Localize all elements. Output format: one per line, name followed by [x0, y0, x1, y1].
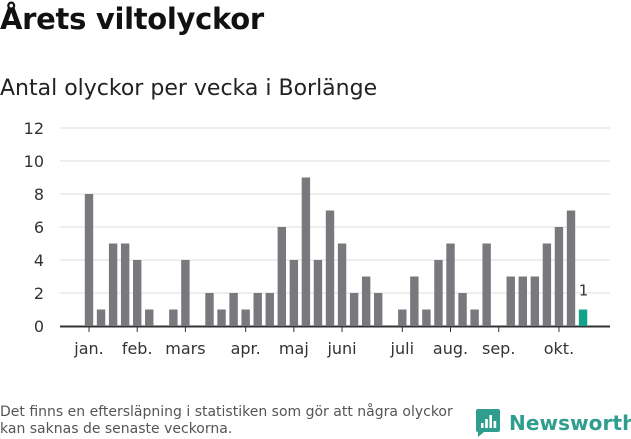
y-tick-label: 6	[34, 218, 44, 237]
x-tick-label: feb.	[122, 339, 153, 358]
bar-week-32	[458, 293, 467, 326]
bar-week-19	[301, 177, 311, 326]
chart-title: Årets viltolyckor	[0, 2, 264, 36]
bar-week-39	[542, 243, 552, 326]
bar-week-21	[325, 210, 335, 326]
current-week-value-label: 1	[579, 282, 589, 300]
newsworthy-chart-icon	[476, 409, 500, 437]
x-tick-label: okt.	[544, 339, 574, 358]
y-tick-label: 10	[24, 152, 44, 171]
x-tick-label: juli	[390, 339, 414, 358]
bar-week-2	[96, 309, 106, 326]
bar-week-13	[229, 293, 238, 326]
bar-week-5	[133, 260, 142, 326]
x-tick-label: aug.	[433, 339, 468, 358]
x-tick-label: sep.	[482, 339, 515, 358]
bar-week-36	[506, 276, 515, 326]
brand-logo[interactable]: Newsworthy	[475, 408, 631, 438]
bar-week-6	[145, 309, 154, 326]
bar-week-38	[530, 276, 540, 326]
bar-week-22	[337, 243, 347, 326]
chart-subtitle: Antal olyckor per vecka i Borlänge	[0, 76, 378, 101]
bar-week-8	[169, 309, 178, 326]
y-tick-label: 0	[34, 317, 44, 336]
x-tick-label: maj	[279, 339, 309, 358]
x-tick-label: apr.	[231, 339, 261, 358]
bar-week-20	[313, 260, 323, 326]
y-tick-label: 4	[34, 251, 44, 270]
bar-week-24	[361, 276, 371, 326]
bar-week-25	[374, 293, 383, 326]
bar-week-29	[422, 309, 431, 326]
bar-week-31	[446, 243, 455, 326]
bar-week-12	[217, 309, 226, 326]
footnote: Det finns en eftersläpning i statistiken…	[0, 404, 453, 437]
x-tick-label: jan.	[73, 339, 103, 358]
bar-week-34	[482, 243, 491, 326]
bar-week-9	[181, 260, 190, 326]
bar-week-40	[554, 227, 564, 326]
bar-current-week	[578, 309, 588, 326]
bar-week-15	[253, 293, 262, 326]
bar-week-23	[349, 293, 359, 326]
x-tick-label: mars	[165, 339, 205, 358]
bar-week-17	[277, 227, 286, 326]
bar-week-11	[205, 293, 214, 326]
bar-week-18	[289, 260, 299, 326]
bar-week-4	[120, 243, 130, 326]
bar-chart: 0 2 4 6 8 10 12 1 jan. feb. mars apr. maj juni juli aug…	[24, 119, 610, 358]
bar-week-41	[566, 210, 576, 326]
y-tick-label: 2	[34, 284, 44, 303]
y-tick-label: 8	[34, 185, 44, 204]
bar-week-3	[108, 243, 118, 326]
bar-week-14	[241, 309, 250, 326]
bar-week-28	[410, 276, 419, 326]
bar-week-33	[470, 309, 479, 326]
bar-week-1	[84, 194, 94, 326]
bar-week-37	[518, 276, 527, 326]
bar-week-27	[398, 309, 407, 326]
brand-name: Newsworthy	[509, 411, 631, 435]
bar-week-16	[265, 293, 274, 326]
bar-week-30	[434, 260, 443, 326]
x-tick-label: juni	[326, 339, 356, 358]
y-tick-label: 12	[24, 119, 44, 138]
